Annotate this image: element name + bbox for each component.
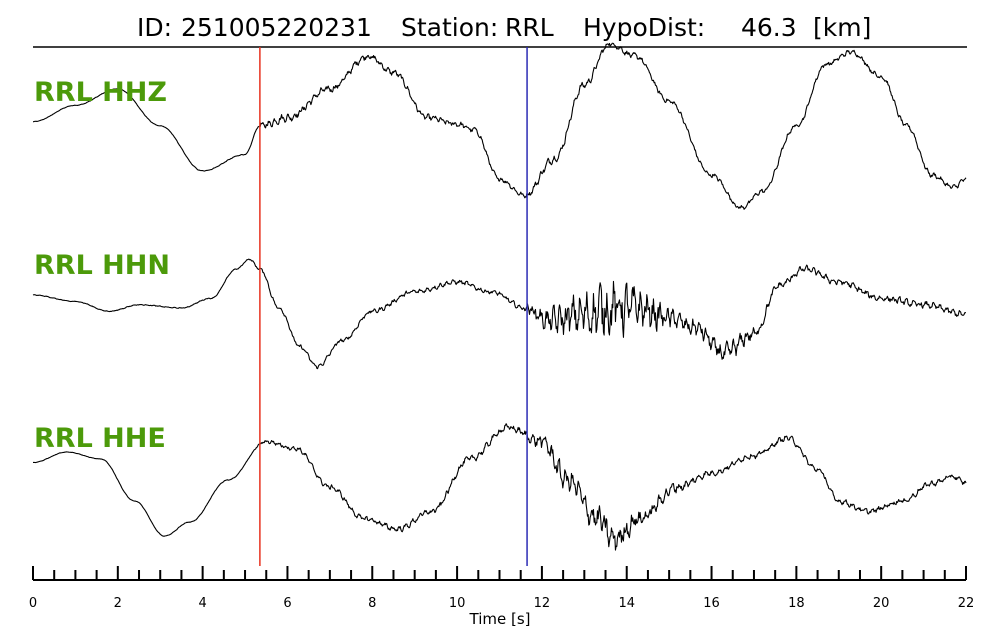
traces-layer: [32, 42, 967, 551]
channel-label-rrl-hhn: RRL HHN: [34, 250, 170, 281]
tick-label: 2: [114, 596, 122, 611]
tick-label: 4: [198, 596, 206, 611]
event-id-value: 251005220231: [181, 13, 372, 42]
tick-label: 22: [958, 596, 975, 611]
trace-rrl-hhn: [32, 258, 967, 370]
id-label: ID:: [137, 13, 172, 42]
tick-label: 12: [534, 596, 551, 611]
hypodist-value: 46.3: [741, 13, 797, 42]
tick-label: 0: [29, 596, 37, 611]
channel-label-rrl-hhe: RRL HHE: [34, 423, 166, 454]
trace-rrl-hhe: [32, 423, 967, 551]
tick-label: 20: [873, 596, 890, 611]
trace-rrl-hhz: [32, 42, 967, 210]
channel-labels-layer: RRL HHZ RRL HHN RRL HHE: [34, 77, 170, 454]
tick-label: 18: [788, 596, 805, 611]
x-axis-label: Time [s]: [469, 610, 531, 628]
hypodist-unit: [km]: [813, 13, 871, 42]
tick-label: 14: [618, 596, 635, 611]
time-axis: 0 2 4 6 8 10 12 14 16 18 20 22: [29, 566, 974, 611]
tick-label: 6: [283, 596, 291, 611]
picks-layer: [259, 47, 528, 566]
tick-label: 8: [368, 596, 376, 611]
hypodist-label: HypoDist:: [583, 13, 705, 42]
station-value: RRL: [505, 13, 554, 42]
tick-label: 16: [703, 596, 720, 611]
channel-label-rrl-hhz: RRL HHZ: [34, 77, 167, 108]
station-label: Station:: [401, 13, 498, 42]
tick-label: 10: [449, 596, 466, 611]
